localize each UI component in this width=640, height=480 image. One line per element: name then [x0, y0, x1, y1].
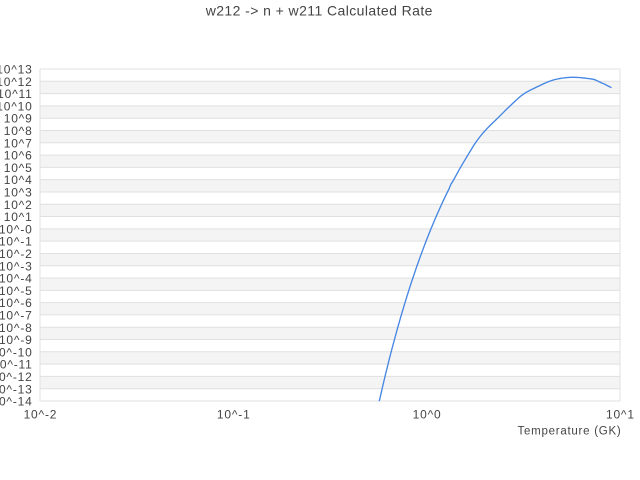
svg-text:10^4: 10^4 — [4, 173, 33, 187]
svg-text:10^-2: 10^-2 — [24, 407, 58, 421]
svg-text:10^-1: 10^-1 — [0, 235, 33, 249]
svg-text:10^10: 10^10 — [0, 99, 33, 113]
svg-text:10^3: 10^3 — [4, 186, 33, 200]
svg-text:10^-9: 10^-9 — [0, 333, 33, 347]
svg-text:Temperature (GK): Temperature (GK) — [517, 426, 621, 438]
svg-text:10^12: 10^12 — [0, 75, 33, 89]
svg-text:10^9: 10^9 — [4, 112, 33, 126]
svg-text:10^5: 10^5 — [4, 161, 33, 175]
svg-text:w212 -> n + w211 Calculated Ra: w212 -> n + w211 Calculated Rate — [205, 3, 433, 19]
svg-text:10^-7: 10^-7 — [0, 308, 33, 322]
svg-text:10^-8: 10^-8 — [0, 321, 33, 335]
svg-text:10^0: 10^0 — [413, 407, 442, 421]
svg-text:10^-14: 10^-14 — [0, 395, 33, 409]
svg-text:10^7: 10^7 — [4, 136, 33, 150]
svg-text:10^-5: 10^-5 — [0, 284, 33, 298]
svg-text:10^-12: 10^-12 — [0, 370, 33, 384]
svg-text:10^-10: 10^-10 — [0, 345, 33, 359]
svg-text:10^2: 10^2 — [4, 198, 33, 212]
svg-text:10^-11: 10^-11 — [0, 358, 33, 372]
svg-text:10^1: 10^1 — [4, 210, 33, 224]
svg-text:10^11: 10^11 — [0, 87, 33, 101]
svg-text:10^6: 10^6 — [4, 149, 33, 163]
svg-text:10^8: 10^8 — [4, 124, 33, 138]
svg-text:10^-3: 10^-3 — [0, 259, 33, 273]
svg-text:10^-4: 10^-4 — [0, 272, 33, 286]
svg-text:10^-1: 10^-1 — [217, 407, 251, 421]
svg-text:10^-0: 10^-0 — [0, 222, 33, 236]
svg-text:10^-6: 10^-6 — [0, 296, 33, 310]
svg-text:10^-13: 10^-13 — [0, 382, 33, 396]
svg-text:10^-2: 10^-2 — [0, 247, 33, 261]
svg-text:10^13: 10^13 — [0, 63, 33, 77]
svg-text:10^1: 10^1 — [606, 407, 635, 421]
